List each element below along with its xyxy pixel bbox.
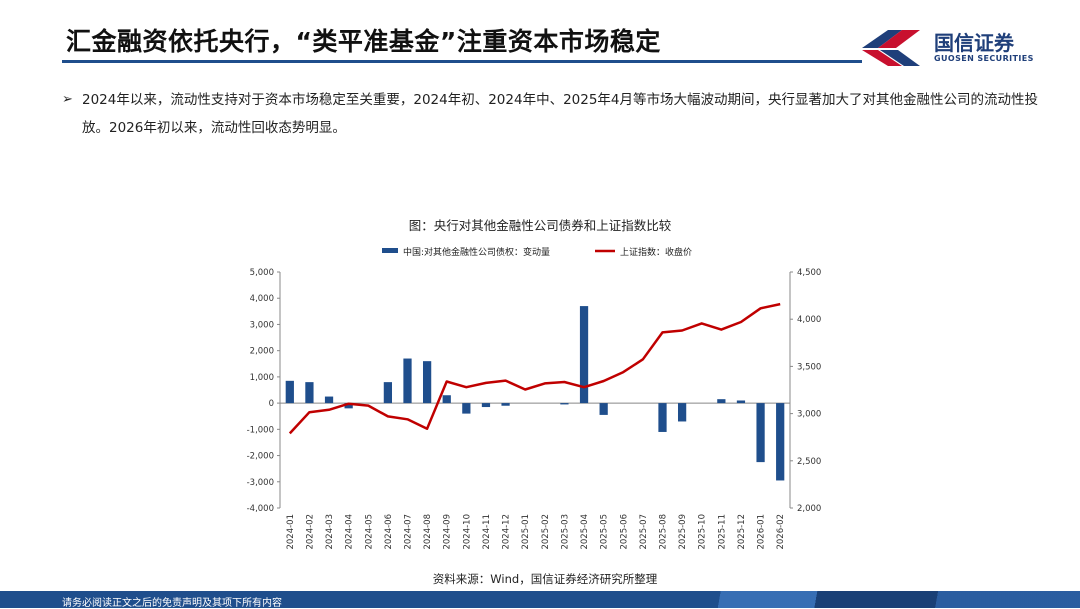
x-tick-label: 2024-12 xyxy=(502,514,512,550)
bar-2024-02 xyxy=(305,382,314,404)
logo-english-text: GUOSEN SECURITIES xyxy=(934,54,1034,63)
x-tick-label: 2024-07 xyxy=(404,514,414,550)
left-axis-tick-label: 3,000 xyxy=(250,320,274,330)
logo-chinese-text: 国信证券 xyxy=(934,31,1014,55)
x-tick-label: 2025-02 xyxy=(541,514,551,550)
right-axis-tick-label: 2,500 xyxy=(797,457,821,467)
chart-source: 资料来源：Wind，国信证券经济研究所整理 xyxy=(433,572,658,586)
x-tick-label: 2025-04 xyxy=(580,514,590,550)
bar-2024-06 xyxy=(383,382,393,404)
right-axis-tick-label: 4,000 xyxy=(797,315,821,325)
bar-2024-01 xyxy=(285,380,294,404)
x-tick-label: 2025-11 xyxy=(717,514,727,550)
chart-container: 图：央行对其他金融性公司债券和上证指数比较中国:对其他金融性公司债权：变动量 上证… xyxy=(200,210,880,600)
x-tick-label: 2026-01 xyxy=(757,514,767,550)
x-tick-label: 2024-03 xyxy=(325,514,335,550)
legend-bar-label: 中国:对其他金融性公司债权：变动量 xyxy=(403,246,550,258)
x-tick-label: 2025-07 xyxy=(639,514,649,550)
x-tick-label: 2025-03 xyxy=(560,514,570,550)
title-underline xyxy=(62,60,862,63)
x-tick-label: 2025-10 xyxy=(698,514,708,550)
x-tick-label: 2024-04 xyxy=(345,514,355,550)
bar-2026-02 xyxy=(776,403,785,481)
left-axis-tick-label: -1,000 xyxy=(247,425,274,435)
footer-disclaimer: 请务必阅读正文之后的免责声明及其项下所有内容 xyxy=(62,598,282,609)
bar-2024-10 xyxy=(462,403,471,414)
left-axis-tick-label: 0 xyxy=(269,399,274,409)
page-title: 汇金融资依托央行，“类平准基金”注重资本市场稳定 xyxy=(66,27,661,56)
left-axis-tick-label: 5,000 xyxy=(250,268,274,278)
footer-decoration xyxy=(600,591,1080,608)
right-axis-tick-label: 4,500 xyxy=(797,268,821,278)
x-tick-label: 2024-09 xyxy=(443,514,453,550)
left-axis-tick-label: 2,000 xyxy=(250,347,274,357)
bar-2024-07 xyxy=(403,358,412,404)
chart-title: 图：央行对其他金融性公司债券和上证指数比较 xyxy=(409,218,672,233)
x-tick-label: 2026-02 xyxy=(776,514,786,550)
bar-2024-09 xyxy=(442,395,451,404)
right-axis-tick-label: 2,000 xyxy=(797,504,821,514)
x-tick-label: 2024-02 xyxy=(305,514,315,550)
x-tick-label: 2025-12 xyxy=(737,514,747,550)
company-logo: 国信证券 GUOSEN SECURITIES xyxy=(858,24,1058,68)
legend-line-label: 上证指数：收盘价 xyxy=(620,246,692,258)
x-tick-label: 2025-08 xyxy=(659,514,669,550)
arrow-bullet-icon: ➢ xyxy=(62,92,73,107)
x-tick-label: 2024-05 xyxy=(364,514,374,550)
bar-2025-09 xyxy=(677,403,687,422)
right-axis-tick-label: 3,000 xyxy=(797,410,821,420)
x-tick-label: 2024-01 xyxy=(286,514,296,550)
left-axis-tick-label: -2,000 xyxy=(247,452,274,462)
left-axis-tick-label: 4,000 xyxy=(250,294,274,304)
x-tick-label: 2025-06 xyxy=(619,514,629,550)
legend-bar-swatch xyxy=(382,248,398,253)
bar-2025-11 xyxy=(717,399,726,404)
bar-2024-04 xyxy=(344,403,353,409)
bullet-text: 2024年以来，流动性支持对于资本市场稳定至关重要，2024年初、2024年中、… xyxy=(82,92,1039,136)
x-tick-label: 2024-11 xyxy=(482,514,492,550)
bullet-paragraph: ➢ 2024年以来，流动性支持对于资本市场稳定至关重要，2024年初、2024年… xyxy=(62,86,1052,142)
right-axis-tick-label: 3,500 xyxy=(797,362,821,372)
bar-2025-05 xyxy=(599,403,608,415)
bar-2024-08 xyxy=(422,361,432,404)
x-tick-label: 2024-08 xyxy=(423,514,433,550)
bar-2024-11 xyxy=(481,403,491,408)
left-axis-tick-label: -4,000 xyxy=(247,504,274,514)
x-tick-label: 2024-10 xyxy=(462,514,472,550)
x-tick-label: 2025-09 xyxy=(678,514,688,550)
left-axis-tick-label: 1,000 xyxy=(250,373,274,383)
bar-2025-08 xyxy=(658,403,667,432)
x-tick-label: 2024-06 xyxy=(384,514,394,550)
bar-2025-03 xyxy=(560,403,569,405)
x-tick-label: 2025-01 xyxy=(521,514,531,550)
bar-2025-12 xyxy=(736,400,746,404)
bar-2024-03 xyxy=(324,396,334,404)
left-axis-tick-label: -3,000 xyxy=(247,478,274,488)
x-tick-label: 2025-05 xyxy=(600,514,610,550)
bar-2025-04 xyxy=(579,306,589,404)
index-line xyxy=(288,302,781,435)
bar-2026-01 xyxy=(756,403,765,463)
bar-2024-12 xyxy=(501,403,510,406)
logo-mark-icon xyxy=(862,30,920,66)
